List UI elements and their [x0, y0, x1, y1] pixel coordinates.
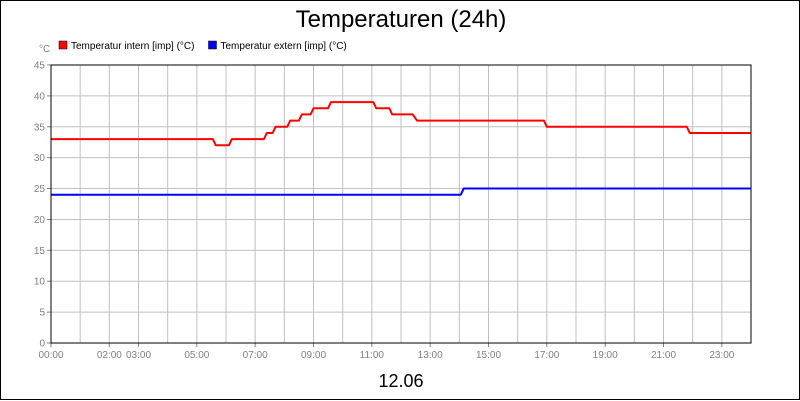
date-label: 12.06: [378, 371, 423, 391]
series-line-2: [51, 187, 751, 196]
x-tick-label: 21:00: [651, 350, 676, 361]
chart-title: Temperaturen (24h): [296, 6, 507, 33]
x-tick-label: 23:00: [709, 350, 734, 361]
y-tick-label: 35: [34, 122, 46, 133]
y-tick-label: 45: [34, 61, 46, 72]
x-tick-label: 15:00: [476, 350, 501, 361]
x-tick-label: 07:00: [243, 350, 268, 361]
x-tick-label: 03:00: [126, 350, 151, 361]
y-axis-unit: °C: [39, 44, 50, 55]
legend-label-2: Temperatur extern [imp] (°C): [220, 41, 346, 52]
y-tick-label: 10: [34, 277, 46, 288]
x-tick-label: 02:00: [97, 350, 122, 361]
y-tick-label: 5: [39, 308, 45, 319]
legend-swatch-1: [58, 40, 68, 50]
x-tick-label: 17:00: [534, 350, 559, 361]
legend-swatch-2: [208, 40, 217, 50]
grid: [51, 65, 751, 343]
series-line-1: [51, 101, 751, 147]
y-tick-label: 30: [34, 153, 46, 164]
series-lines: [51, 101, 751, 196]
x-ticks: 00:00 02:00 03:00 05:00 07:00 09:00 11:00 13:00…: [38, 343, 735, 361]
x-tick-label: 09:00: [301, 350, 326, 361]
y-tick-label: 15: [34, 246, 46, 257]
x-tick-label: 13:00: [418, 350, 443, 361]
y-tick-label: 25: [34, 184, 46, 195]
x-tick-label: 00:00: [38, 350, 63, 361]
x-tick-label: 05:00: [184, 350, 209, 361]
x-tick-label: 19:00: [593, 350, 618, 361]
x-tick-label: 11:00: [360, 350, 385, 361]
legend: Temperatur intern [imp] (°C) Temperatur e…: [58, 40, 347, 52]
y-tick-label: 20: [34, 215, 46, 226]
y-ticks: 0 5 10 15 20 25 30 35 40 45: [34, 61, 51, 350]
y-tick-label: 0: [39, 339, 45, 350]
legend-label-1: Temperatur intern [imp] (°C): [71, 41, 194, 52]
plot-border: [50, 64, 752, 344]
y-tick-label: 40: [34, 91, 46, 102]
